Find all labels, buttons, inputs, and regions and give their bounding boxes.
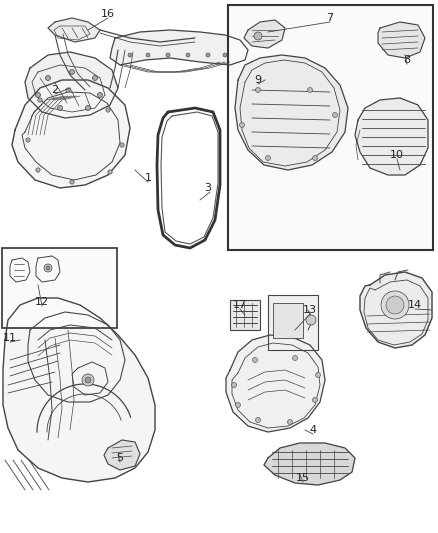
Circle shape [82,374,94,386]
Text: 11: 11 [3,333,17,343]
Text: 1: 1 [145,173,152,183]
Circle shape [186,53,190,57]
Polygon shape [12,80,130,188]
Circle shape [35,93,40,98]
Circle shape [98,93,102,98]
Polygon shape [264,443,355,485]
Circle shape [166,53,170,57]
Circle shape [307,87,312,93]
Polygon shape [3,298,155,482]
Bar [273,303,303,338]
Circle shape [240,123,244,127]
Text: 9: 9 [254,75,261,85]
Circle shape [92,76,98,80]
Text: 5: 5 [117,453,124,463]
Circle shape [38,98,42,102]
Circle shape [128,53,132,57]
Polygon shape [235,55,348,170]
Text: 4: 4 [309,425,317,435]
Circle shape [108,170,112,174]
Circle shape [46,266,50,270]
Circle shape [315,373,321,377]
Circle shape [120,143,124,147]
Circle shape [46,76,50,80]
Circle shape [332,112,338,117]
Circle shape [223,53,227,57]
Circle shape [287,419,293,424]
Circle shape [265,156,271,160]
Text: 14: 14 [408,300,422,310]
Circle shape [255,417,261,423]
Circle shape [306,315,316,325]
Text: 15: 15 [296,473,310,483]
Text: 17: 17 [233,300,247,310]
Circle shape [26,138,30,142]
Circle shape [70,180,74,184]
Polygon shape [378,22,425,58]
Text: 2: 2 [51,85,59,95]
Circle shape [44,264,52,272]
Bar [230,300,260,330]
Polygon shape [25,52,118,118]
Bar [268,295,318,350]
Polygon shape [110,30,248,65]
Circle shape [36,168,40,172]
Circle shape [106,108,110,112]
Polygon shape [360,272,432,348]
Text: 10: 10 [390,150,404,160]
Polygon shape [226,335,325,432]
Circle shape [57,106,63,110]
Circle shape [252,358,258,362]
Circle shape [85,377,91,383]
Circle shape [85,106,91,110]
Polygon shape [104,440,140,470]
Bar [2,248,117,328]
Circle shape [70,69,74,75]
Circle shape [254,32,262,40]
Polygon shape [36,256,60,282]
Bar [228,5,433,250]
Circle shape [236,402,240,408]
Text: 16: 16 [101,9,115,19]
Circle shape [293,356,297,360]
Text: 12: 12 [35,297,49,307]
Text: 3: 3 [205,183,212,193]
Circle shape [312,398,318,402]
Circle shape [206,53,210,57]
Polygon shape [10,258,30,282]
Circle shape [381,291,409,319]
Circle shape [312,156,318,160]
Polygon shape [244,20,285,48]
Circle shape [66,88,70,92]
Polygon shape [48,18,100,42]
Circle shape [232,383,237,387]
Text: 8: 8 [403,55,410,65]
Circle shape [386,296,404,314]
Polygon shape [355,98,428,175]
Circle shape [146,53,150,57]
Text: 7: 7 [326,13,334,23]
Circle shape [255,87,261,93]
Text: 13: 13 [303,305,317,315]
